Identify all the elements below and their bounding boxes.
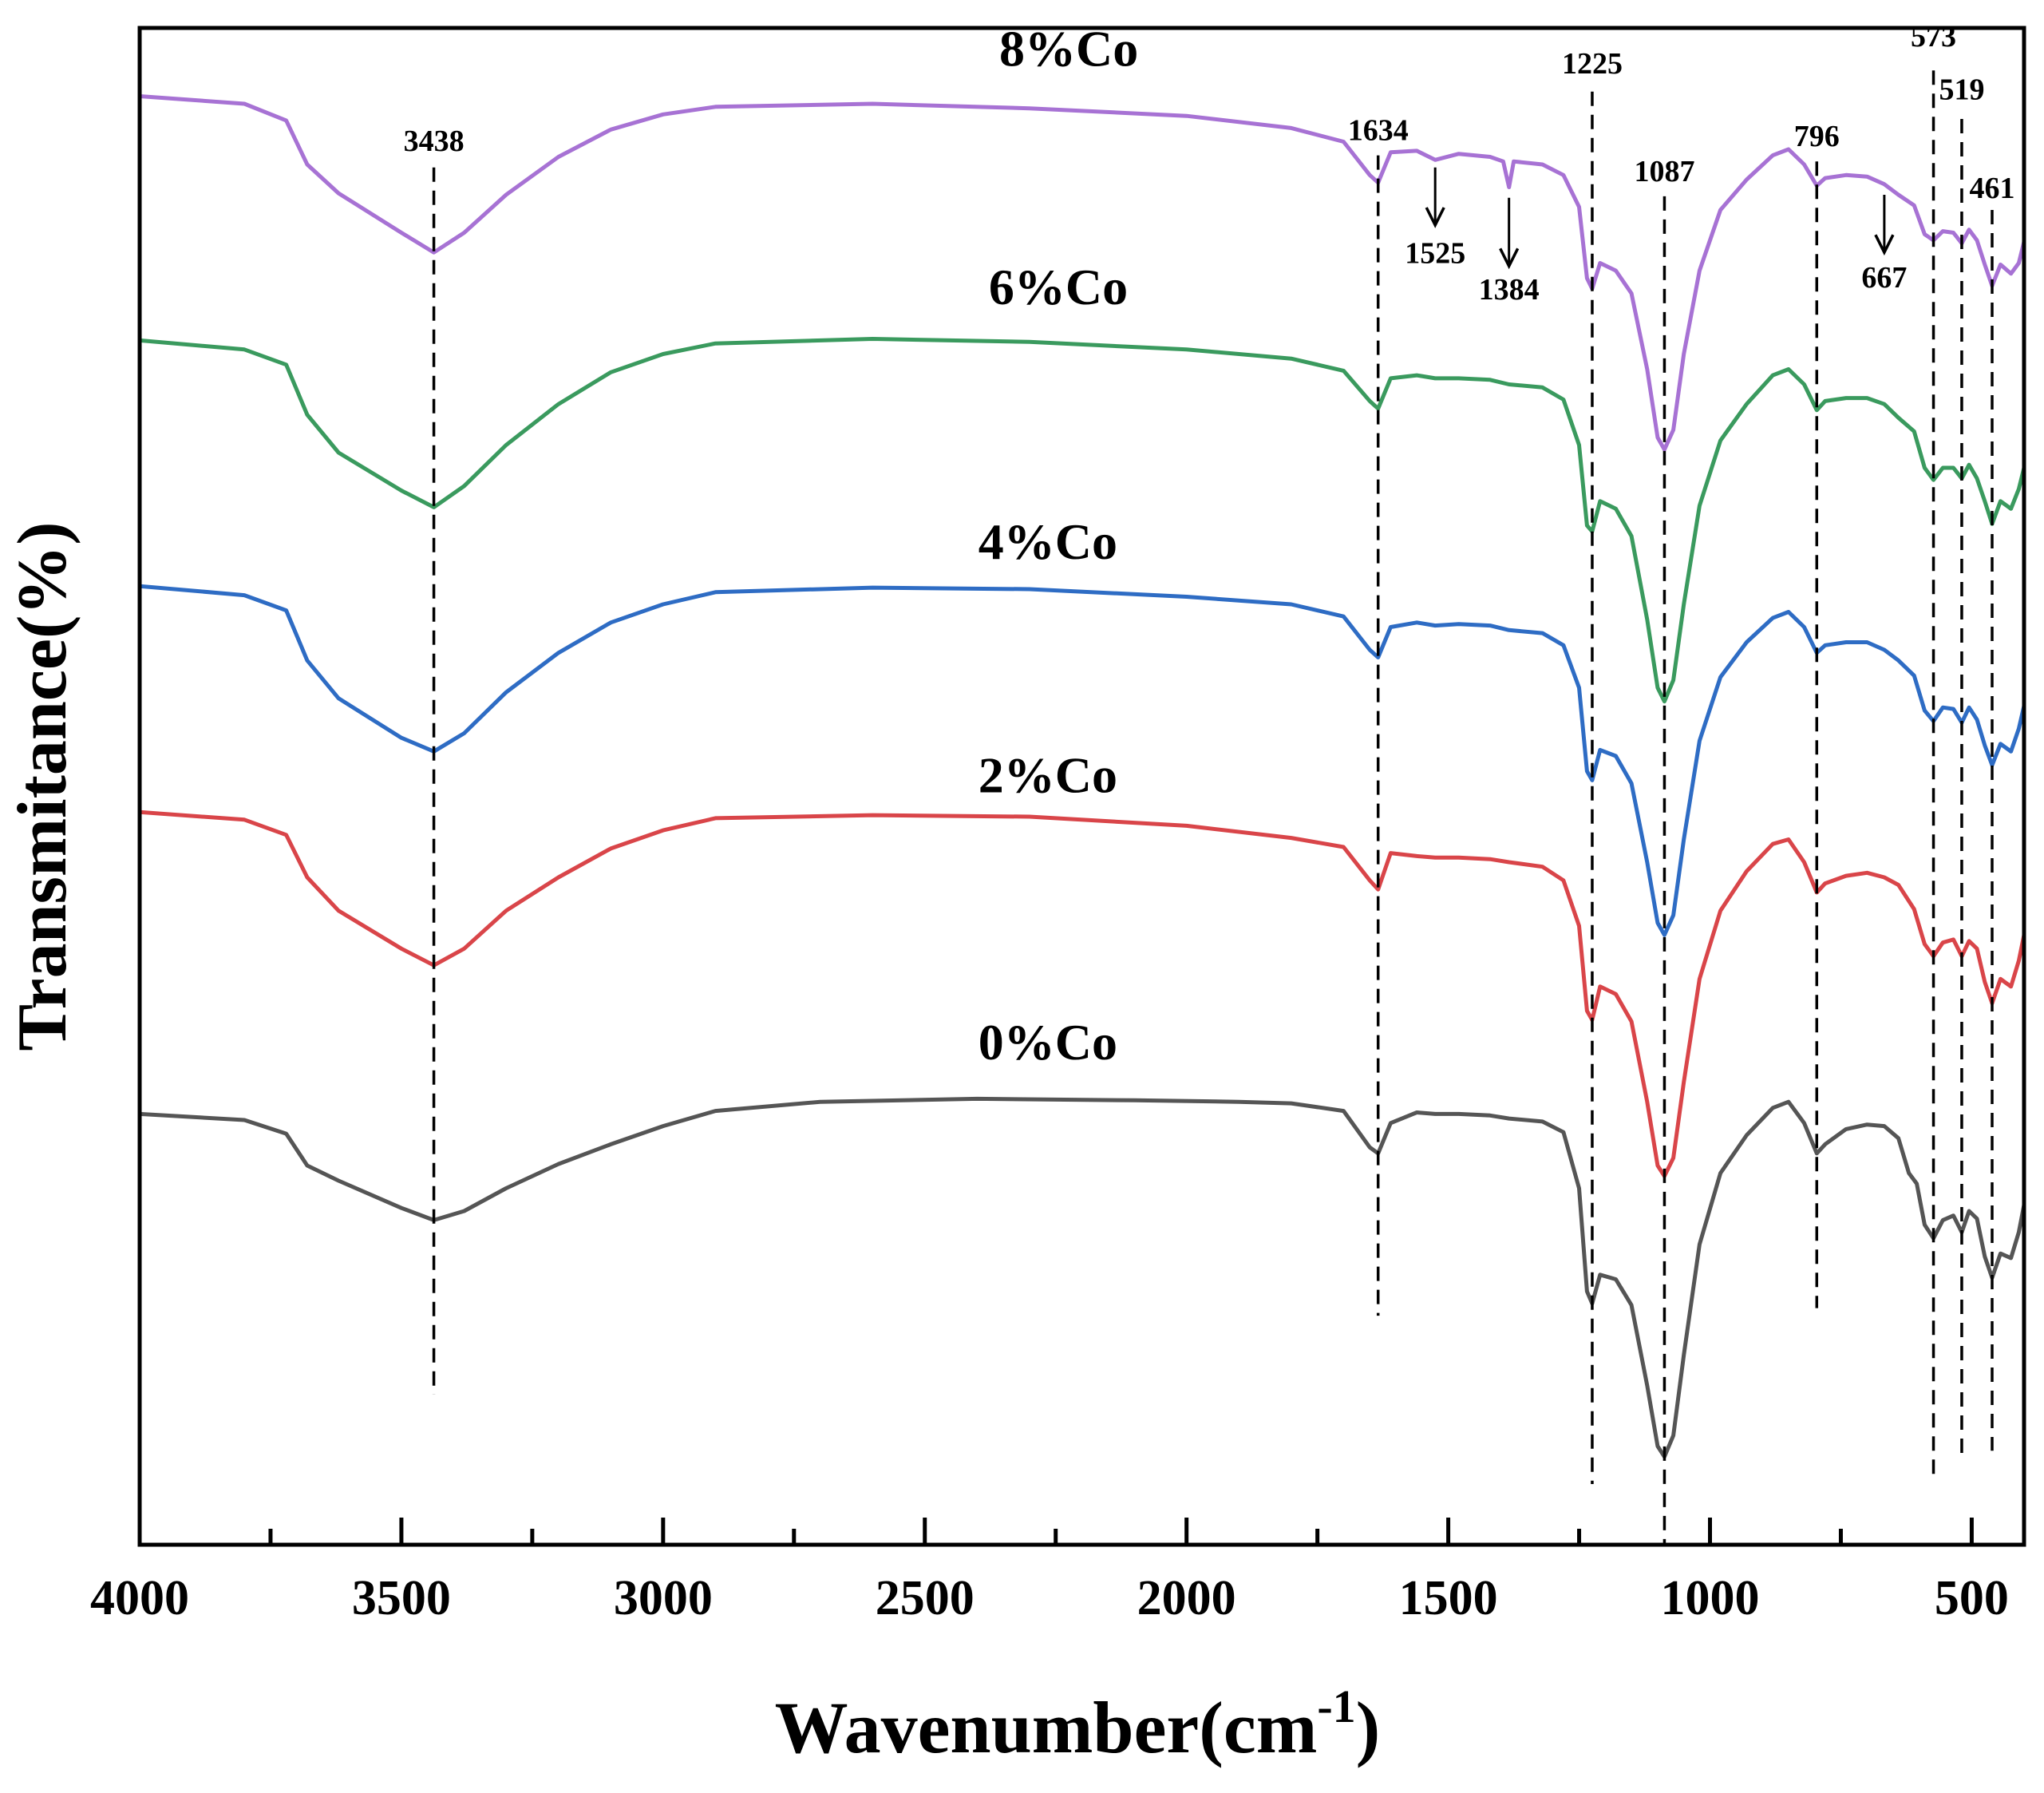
arrow-label-667: 667	[1861, 261, 1907, 295]
peak-label-519: 519	[1939, 73, 1984, 106]
x-tick-label-500: 500	[1935, 1571, 2009, 1625]
peak-label-1634: 1634	[1348, 114, 1409, 148]
arrow-label-1384: 1384	[1479, 273, 1540, 307]
x-tick-label-3000: 3000	[614, 1571, 713, 1625]
peak-label-461: 461	[1969, 172, 2014, 205]
arrow-label-1525: 1525	[1405, 237, 1465, 271]
x-axis-ticks: 4000 3500 3000 2500 2000 1500 1000 500	[90, 1518, 2009, 1625]
y-axis-title: Transmitance(%)	[4, 521, 81, 1051]
x-tick-label-2000: 2000	[1137, 1571, 1236, 1625]
x-axis-title: Wavenumber(cm-1)	[775, 1680, 1381, 1768]
series-line-6pct-co	[139, 337, 2026, 704]
arrow-annotations-group: 1525 1384 667	[1405, 167, 1907, 307]
arrow-head-667	[1874, 234, 1895, 256]
peak-label-573: 573	[1911, 20, 1956, 53]
peak-label-3438: 3438	[404, 125, 465, 158]
x-tick-label-1000: 1000	[1661, 1571, 1760, 1625]
series-line-4pct-co	[139, 584, 2026, 937]
x-tick-label-3500: 3500	[352, 1571, 451, 1625]
peak-label-1087: 1087	[1634, 155, 1694, 188]
peak-label-796: 796	[1794, 120, 1840, 153]
x-axis-title-main: Wavenumber(cm	[775, 1687, 1318, 1768]
x-tick-label-1500: 1500	[1399, 1571, 1498, 1625]
series-label-0pct-co: 0%Co	[979, 1014, 1117, 1071]
plot-frame	[137, 26, 2026, 1547]
reference-lines-group: 3438 1634 1225 1087 796 573 519 461	[404, 20, 2014, 1545]
series-label-4pct-co: 4%Co	[979, 513, 1117, 570]
series-label-2pct-co: 2%Co	[979, 747, 1117, 804]
x-tick-label-4000: 4000	[90, 1571, 189, 1625]
x-tick-label-2500: 2500	[876, 1571, 975, 1625]
peak-label-1225: 1225	[1562, 47, 1623, 81]
x-axis-title-superscript: -1	[1317, 1680, 1355, 1732]
arrow-head-1384	[1499, 247, 1520, 270]
arrow-head-1525	[1425, 207, 1445, 228]
series-label-6pct-co: 6%Co	[989, 259, 1128, 315]
series-line-2pct-co	[139, 809, 2026, 1178]
x-axis-title-close: )	[1356, 1687, 1381, 1768]
